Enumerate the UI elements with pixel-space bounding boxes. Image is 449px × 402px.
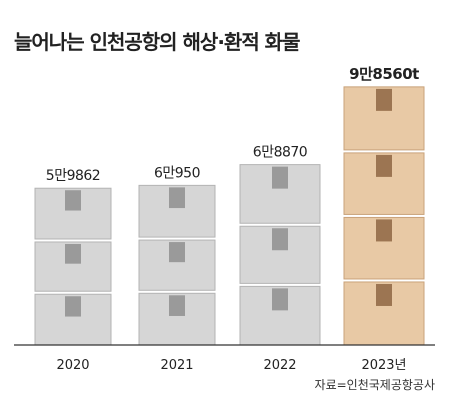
x-tick-label: 2021 [160, 358, 193, 373]
x-tick-label: 2023년 [361, 358, 406, 373]
box-tape [65, 190, 81, 211]
value-label: 6만8870 [253, 145, 307, 161]
box-tape [169, 242, 185, 263]
box-tape [376, 154, 392, 177]
x-tick-label: 2022 [263, 358, 296, 373]
box-tape [169, 295, 185, 316]
value-label: 9만8560t [349, 65, 419, 83]
box-tape [376, 283, 392, 306]
box-tape [65, 296, 81, 317]
box-tape [272, 228, 288, 251]
value-label: 5만9862 [46, 168, 100, 184]
box-tape [169, 187, 185, 209]
box-tape [272, 166, 288, 189]
value-label: 6만950 [154, 165, 200, 181]
bar-segment [138, 184, 216, 238]
x-tick-label: 2020 [56, 358, 89, 373]
chart-title: 늘어나는 인천공항의 해상·환적 화물 [14, 30, 300, 54]
source-note: 자료=인천국제공항공사 [314, 378, 435, 392]
box-tape [376, 219, 392, 242]
box-tape [272, 288, 288, 311]
box-tape [65, 243, 81, 264]
box-tape [376, 88, 392, 111]
